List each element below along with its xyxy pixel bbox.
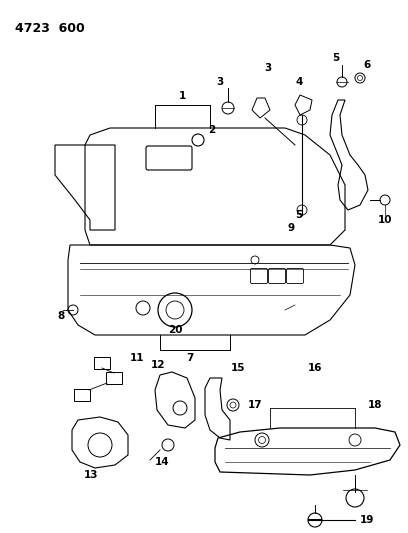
Text: 3: 3 xyxy=(264,63,272,73)
Text: 5: 5 xyxy=(295,210,302,220)
Text: 7: 7 xyxy=(186,353,194,363)
Text: 13: 13 xyxy=(84,470,98,480)
Text: 12: 12 xyxy=(151,360,165,370)
Text: 11: 11 xyxy=(130,353,144,363)
Text: 8: 8 xyxy=(57,311,64,321)
Text: 6: 6 xyxy=(363,60,370,70)
Text: 18: 18 xyxy=(368,400,383,410)
Text: 4: 4 xyxy=(295,77,302,87)
Text: 9: 9 xyxy=(287,223,294,233)
Text: 3: 3 xyxy=(216,77,224,87)
Text: 17: 17 xyxy=(248,400,263,410)
Text: 10: 10 xyxy=(378,215,392,225)
Text: 2: 2 xyxy=(208,125,215,135)
Text: 16: 16 xyxy=(308,363,322,373)
Text: 14: 14 xyxy=(155,457,169,467)
Text: 19: 19 xyxy=(360,515,375,525)
Text: 1: 1 xyxy=(178,91,186,101)
Text: 5: 5 xyxy=(333,53,339,63)
Text: 4723  600: 4723 600 xyxy=(15,22,85,35)
Text: 15: 15 xyxy=(231,363,245,373)
Text: 20: 20 xyxy=(168,325,182,335)
